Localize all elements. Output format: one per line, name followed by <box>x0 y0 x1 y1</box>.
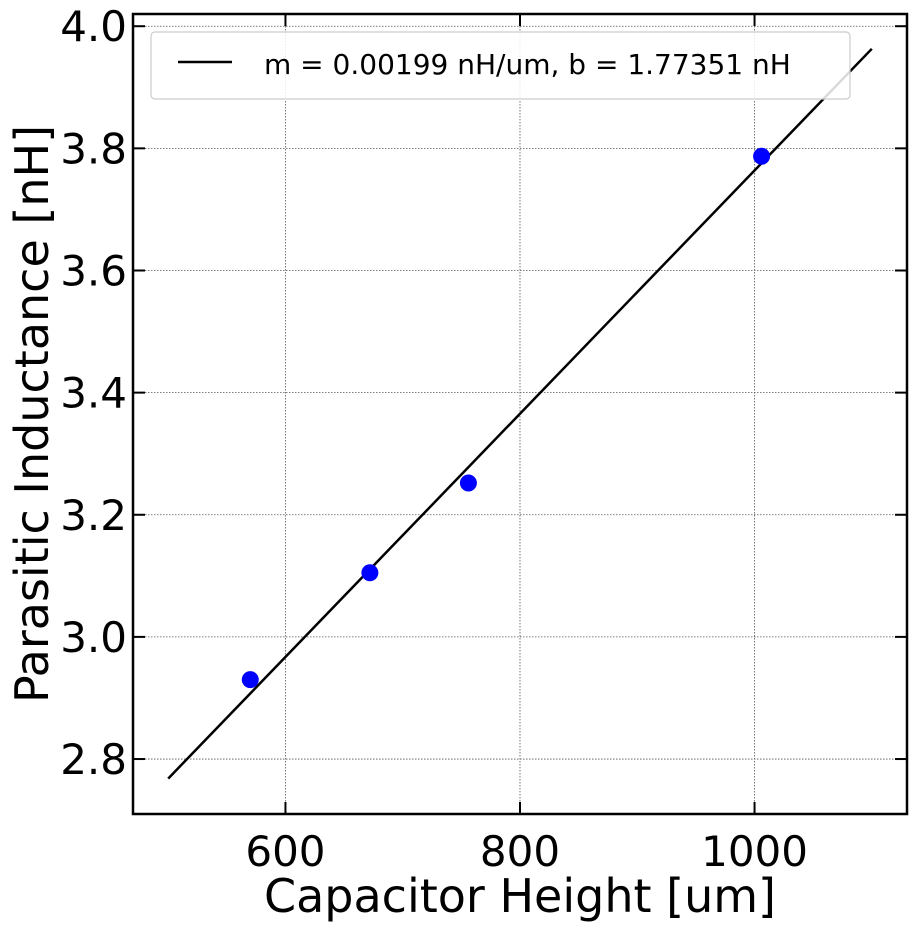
data-points <box>241 147 771 689</box>
legend: m = 0.00199 nH/um, b = 1.77351 nH <box>150 31 851 100</box>
x-tick-labels: 600 800 1000 <box>245 827 808 876</box>
y-tick-label: 3.4 <box>60 369 127 418</box>
x-tick-label: 600 <box>245 827 325 876</box>
legend-box <box>150 31 851 100</box>
y-tick-label: 4.0 <box>60 2 127 51</box>
x-tick-label: 800 <box>480 827 560 876</box>
x-tick-label: 1000 <box>701 827 808 876</box>
y-tick-label: 2.8 <box>60 735 127 784</box>
axis-ticks <box>133 14 907 814</box>
data-point <box>753 147 771 165</box>
fit-line-layer <box>167 47 873 780</box>
x-axis-title: Capacitor Height [um] <box>264 869 776 923</box>
y-tick-label: 3.8 <box>60 124 127 173</box>
y-tick-label: 3.2 <box>60 491 127 540</box>
y-axis-title: Parasitic Inductance [nH] <box>5 125 59 703</box>
y-tick-labels: 2.8 3.0 3.2 3.4 3.6 3.8 4.0 <box>60 2 127 784</box>
y-tick-label: 3.0 <box>60 613 127 662</box>
data-point <box>459 474 477 492</box>
grid <box>133 14 907 814</box>
legend-label: m = 0.00199 nH/um, b = 1.77351 nH <box>264 48 791 81</box>
data-point <box>361 564 379 582</box>
fit-line <box>167 47 873 780</box>
data-point <box>241 671 259 689</box>
y-tick-label: 3.6 <box>60 246 127 295</box>
